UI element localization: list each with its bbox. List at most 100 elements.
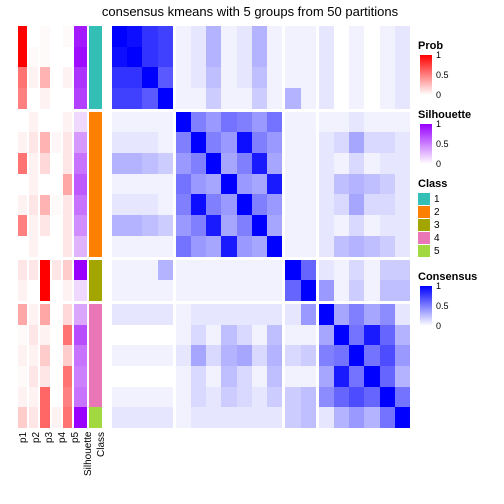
heatmap-cell [237,47,252,68]
heatmap-cell [127,304,142,325]
annot-cell [29,47,38,68]
annot-cell [52,195,61,216]
legend-tick: 0 [436,321,441,331]
heatmap-cell [364,194,379,215]
annot-cell [63,345,72,366]
heatmap-cell [158,260,173,281]
heatmap-cell [267,112,282,133]
annot-cell [40,67,49,88]
annot-cell [29,88,38,109]
heatmap-cell [206,407,221,428]
legend-tick: 0.5 [436,70,449,80]
heatmap-cell [252,47,267,68]
annot-cell [29,236,38,257]
heatmap-cell [158,236,173,257]
heatmap-cell [349,407,364,428]
annot-cell [74,325,87,346]
heatmap-cell [349,112,364,133]
annot-cell [63,407,72,428]
annot-cell [29,153,38,174]
annot-cell [29,195,38,216]
heatmap-cell [285,387,300,408]
heatmap-cell [176,215,191,236]
annot-cell [40,325,49,346]
heatmap-cell [301,153,316,174]
annot-cell [74,153,87,174]
heatmap-cell [267,260,282,281]
annot-cell [18,112,27,133]
heatmap-cell [237,387,252,408]
heatmap-cell [191,88,206,109]
heatmap-cell [380,174,395,195]
heatmap-cell [252,194,267,215]
heatmap-cell [237,194,252,215]
heatmap-cell [176,304,191,325]
heatmap-cell [237,215,252,236]
annot-cell [63,195,72,216]
heatmap-cell [301,215,316,236]
heatmap-cell [364,280,379,301]
legend-label: 1 [434,194,440,205]
annot-cell [40,304,49,325]
legend-panel: Prob10.50Silhouette10.50Class12345Consen… [418,40,498,340]
row-annotation-panel [18,26,104,428]
annot-col-p5 [63,26,72,428]
annot-cell [18,325,27,346]
heatmap-cell [395,67,410,88]
annot-cell [89,153,102,174]
heatmap-cell [334,304,349,325]
legend-gradient-bar: 10.50 [420,124,432,164]
annot-col-p4 [52,26,61,428]
annot-cell [52,47,61,68]
annot-cell [52,280,61,301]
annot-cell [74,67,87,88]
annot-cell [63,215,72,236]
heatmap-cell [380,304,395,325]
heatmap-cell [364,387,379,408]
heatmap-cell [349,132,364,153]
heatmap-cell [364,153,379,174]
heatmap-cell [206,194,221,215]
heatmap-cell [380,194,395,215]
heatmap-cell [334,260,349,281]
x-label: p2 [31,432,42,492]
annot-col-silhouette [74,26,87,428]
heatmap-cell [285,215,300,236]
heatmap-cell [319,304,334,325]
annot-cell [18,67,27,88]
annot-cell [29,366,38,387]
heatmap-cell [364,345,379,366]
legend-tick: 0 [436,159,441,169]
annot-cell [63,47,72,68]
heatmap-cell [158,47,173,68]
heatmap-cell [142,26,157,47]
heatmap-cell [319,174,334,195]
annot-cell [89,280,102,301]
heatmap-cell [252,280,267,301]
annot-cell [52,236,61,257]
heatmap-cell [334,153,349,174]
annot-cell [63,260,72,281]
heatmap-cell [142,153,157,174]
heatmap-cell [221,67,236,88]
legend-item: 5 [418,245,498,257]
heatmap-cell [191,366,206,387]
heatmap-cell [334,67,349,88]
legend-swatch [418,206,430,218]
heatmap-cell [364,366,379,387]
heatmap-cell [319,132,334,153]
heatmap-cell [237,260,252,281]
heatmap-cell [158,174,173,195]
heatmap-cell [380,387,395,408]
x-label: p4 [57,432,68,492]
heatmap-cell [237,345,252,366]
legend-title: Consensus [418,271,498,283]
heatmap-cell [142,174,157,195]
heatmap-cell [267,47,282,68]
heatmap-cell [112,280,127,301]
heatmap-cell [191,407,206,428]
heatmap-cell [112,88,127,109]
heatmap-cell [176,112,191,133]
heatmap-cell [158,366,173,387]
annot-cell [18,407,27,428]
